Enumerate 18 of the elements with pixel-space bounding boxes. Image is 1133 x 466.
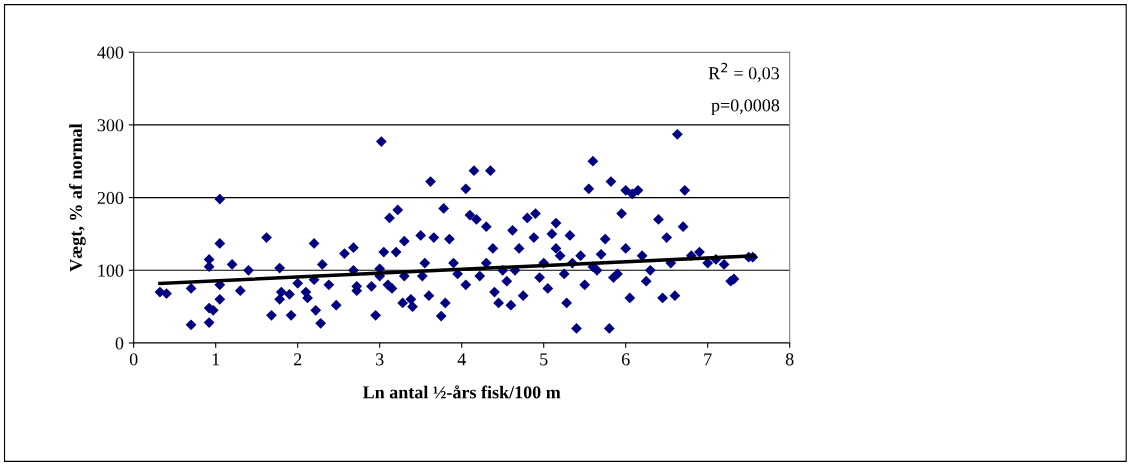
x-tick-label: 6: [621, 353, 630, 366]
x-tick-label: 7: [704, 353, 712, 366]
x-tick-label: 3: [376, 353, 384, 366]
y-tick-label: 100: [98, 264, 124, 277]
y-tick-label: 400: [97, 46, 124, 59]
y-tick-label: 300: [97, 119, 124, 132]
x-tick-label: 8: [785, 353, 794, 366]
x-axis-title: Ln antal ½-års fisk/100 m: [362, 385, 561, 399]
y-axis-title: Vægt, % af normal: [69, 123, 86, 272]
annotation: R$^{2}$ = 0,03: [708, 62, 780, 82]
annotation: p=0,0008: [711, 99, 780, 116]
x-tick-label: 0: [129, 353, 138, 366]
x-tick-label: 1: [212, 353, 220, 366]
y-tick-label: 0: [115, 337, 124, 350]
y-tick-label: 200: [97, 191, 124, 205]
x-tick-label: 2: [293, 353, 302, 366]
x-tick-label: 5: [540, 353, 548, 366]
x-tick-label: 4: [457, 353, 466, 366]
